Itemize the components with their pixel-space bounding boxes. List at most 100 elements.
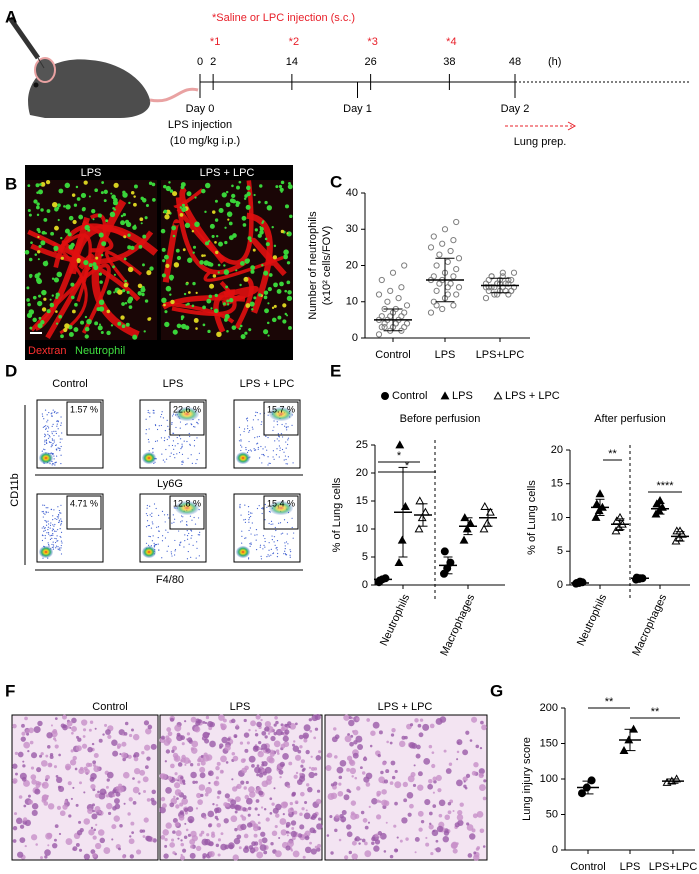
flow-dot (179, 427, 181, 429)
flow-dot (198, 452, 200, 454)
flow-dot (53, 455, 55, 457)
tissue-cell (462, 776, 468, 782)
flow-dot (268, 522, 270, 525)
tissue-cell (151, 789, 156, 795)
tissue-cell (208, 781, 211, 785)
flow-dot (186, 521, 188, 523)
tissue-cell (376, 793, 380, 797)
neutrophil-spot (70, 295, 75, 300)
flow-dot (45, 440, 48, 442)
tissue-cell (343, 855, 349, 860)
tissue-cell (132, 777, 135, 780)
neutrophil-spot (49, 298, 52, 301)
flow-dot (47, 427, 50, 429)
flow-dot (264, 503, 266, 506)
tissue-cell (285, 845, 291, 851)
neutrophil-spot (231, 184, 234, 188)
tissue-cell (292, 850, 300, 858)
y-axis-label: (x10² cells/FOV) (321, 226, 333, 305)
neutrophil-spot (78, 214, 84, 220)
flow-dot (60, 454, 62, 456)
neutrophil-spot (192, 245, 197, 249)
neutrophil-spot (202, 323, 206, 327)
neutrophil-spot (26, 286, 30, 290)
tissue-cell (282, 813, 285, 816)
flow-dot (182, 460, 184, 462)
neutrophil-spot (113, 208, 117, 211)
flow-dot (164, 437, 166, 439)
tissue-cell (76, 829, 83, 836)
significance-label: ** (608, 448, 617, 460)
neutrophil-spot (148, 181, 153, 185)
flow-column-title: LPS + LPC (240, 378, 295, 390)
neutrophil-spot (179, 212, 184, 217)
data-point (378, 313, 385, 320)
flow-dot (280, 533, 282, 535)
flow-percent: 22.6 % (173, 404, 201, 414)
tissue-cell (58, 832, 62, 836)
neutrophil-spot (214, 293, 218, 298)
flow-dot (190, 537, 192, 539)
flow-dot (278, 445, 281, 447)
tissue-cell (215, 843, 220, 848)
tissue-cell (330, 851, 334, 855)
flow-gate (169, 495, 205, 530)
flow-dot (189, 515, 192, 517)
tissue-cell (12, 723, 17, 729)
neutrophil-spot (226, 299, 230, 303)
tissue-cell (377, 753, 381, 758)
neutrophil-spot (53, 245, 59, 251)
neutrophil-spot (109, 211, 116, 218)
flow-dot (42, 557, 44, 559)
flow-dot (182, 461, 184, 464)
neutrophil-spot (80, 192, 87, 199)
neutrophil-spot (37, 235, 40, 239)
tissue-cell (93, 828, 97, 831)
tissue-cell (363, 776, 370, 783)
neutrophil-spot (273, 282, 278, 288)
flow-dot (247, 506, 250, 508)
neutrophil-spot (224, 240, 228, 245)
flow-dot (278, 436, 281, 438)
flow-dot (46, 421, 48, 423)
tissue-cell (264, 726, 270, 732)
flow-dot (167, 545, 169, 547)
tissue-cell (107, 811, 112, 816)
neutrophil-spot (164, 214, 170, 220)
data-point (394, 557, 404, 566)
tissue-cell (251, 764, 255, 768)
neutrophil-spot (40, 240, 46, 246)
neutrophil-spot (250, 269, 255, 274)
flow-dot (270, 554, 272, 556)
flow-dot (60, 512, 62, 514)
flow-dot (148, 441, 150, 443)
tissue-cell (56, 805, 62, 810)
y-tick-label: 25 (356, 439, 368, 451)
data-point (398, 313, 405, 320)
legend-label: Control (392, 390, 427, 402)
flow-cluster (175, 501, 199, 515)
flow-dot (260, 555, 262, 557)
tissue-cell (309, 729, 313, 733)
data-point (378, 276, 385, 284)
tissue-cell (240, 814, 244, 818)
flow-dot (196, 437, 198, 439)
tissue-cell (42, 783, 45, 786)
tissue-cell (479, 784, 486, 792)
flow-dot (174, 457, 176, 459)
flow-dot (198, 534, 201, 536)
tissue-cell (169, 717, 175, 722)
tissue-cell (264, 735, 268, 739)
flow-dot (52, 544, 55, 546)
tissue-cell (291, 836, 296, 841)
flow-dot (260, 445, 262, 448)
neutrophil-spot (36, 205, 40, 210)
flow-dot (285, 447, 287, 449)
neutrophil-spot (272, 255, 277, 260)
flow-dot (47, 520, 49, 522)
flow-dot (57, 428, 59, 430)
data-point (430, 233, 437, 240)
neutrophil-spot (169, 277, 173, 281)
panel-label: D (5, 361, 17, 380)
tissue-cell (202, 855, 206, 859)
